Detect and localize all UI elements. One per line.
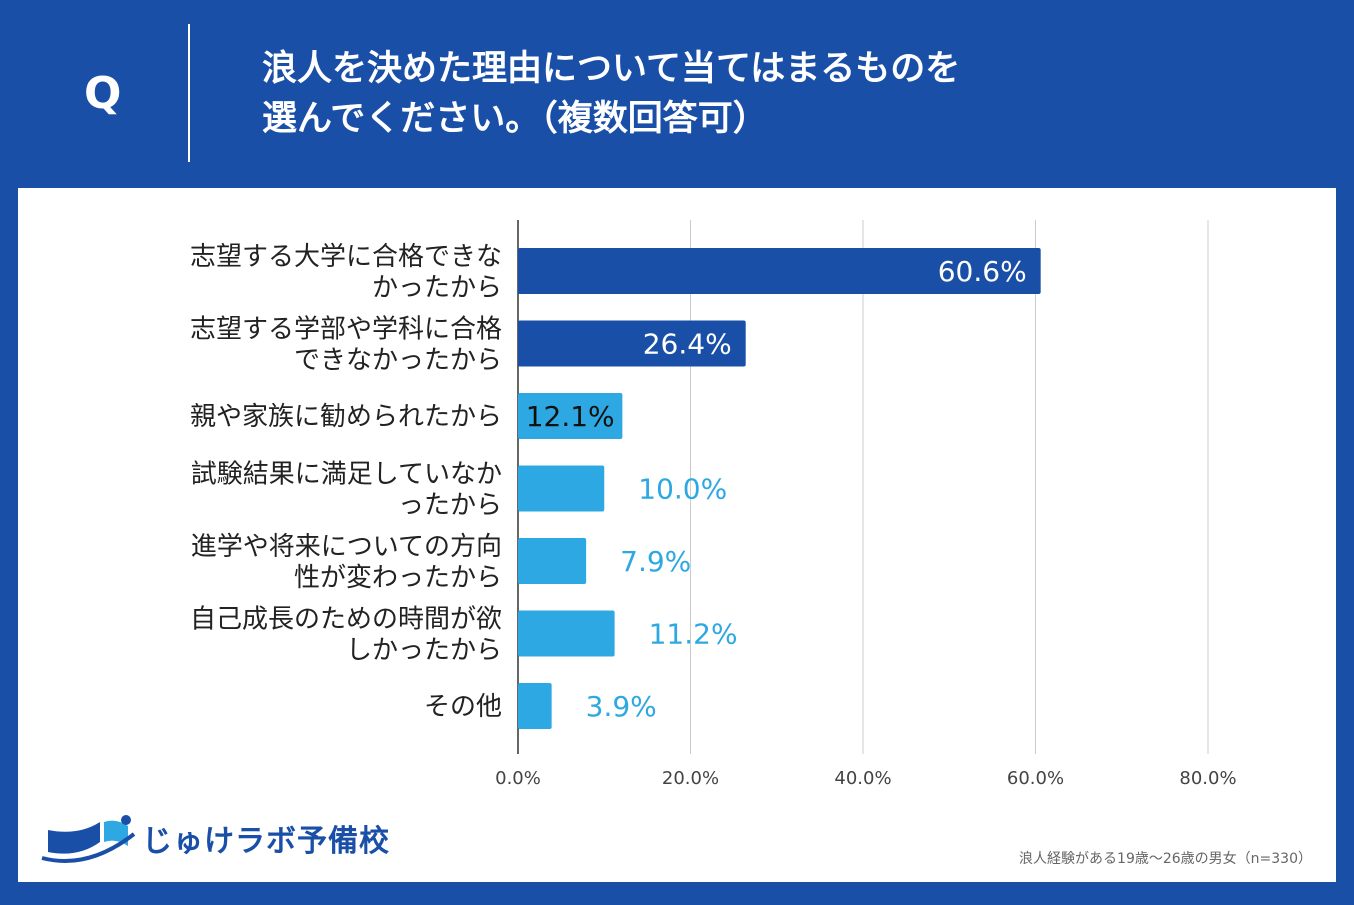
bar xyxy=(518,465,605,512)
category-label-line: かったから xyxy=(372,273,502,303)
question-header: Q 浪人を決めた理由について当てはまるものを 選んでください。（複数回答可） xyxy=(0,0,1354,188)
x-tick-label: 20.0% xyxy=(662,768,719,789)
category-label: 親や家族に勧められたから xyxy=(190,402,502,432)
category-label: 進学や将来についての方向性が変わったから xyxy=(191,532,502,593)
bar xyxy=(518,248,1041,294)
category-label-line: 志望する学部や学科に合格 xyxy=(190,315,502,345)
category-label-line: しかったから xyxy=(346,636,502,666)
value-label: 12.1% xyxy=(526,400,615,433)
value-label: 7.9% xyxy=(620,545,691,578)
category-label: その他 xyxy=(424,692,502,722)
x-tick-label: 60.0% xyxy=(1007,768,1064,789)
value-label: 3.9% xyxy=(586,690,657,723)
bar xyxy=(518,393,623,439)
bar xyxy=(518,538,587,584)
question-line-1: 浪人を決めた理由について当てはまるものを xyxy=(262,49,961,89)
bar-chart: 0.0% 20.0% 40.0% 60.0% 80.0% 志望する大学に合格できなかったか… xyxy=(190,220,1237,789)
footnote: 浪人経験がある19歳～26歳の男女（n=330） xyxy=(1019,851,1312,867)
value-label: 26.4% xyxy=(643,328,732,361)
category-label-line: その他 xyxy=(424,692,502,722)
x-tick-label: 80.0% xyxy=(1179,768,1236,789)
category-label-line: 自己成長のための時間が欲 xyxy=(190,605,502,635)
category-label: 試験結果に満足していなかったから xyxy=(191,460,502,521)
question-mark: Q xyxy=(84,68,122,119)
category-label-line: 志望する大学に合格できな xyxy=(190,242,502,272)
bar xyxy=(518,610,615,657)
category-label-line: 性が変わったから xyxy=(294,563,502,593)
category-label: 志望する大学に合格できなかったから xyxy=(190,242,502,303)
book-logo-icon xyxy=(41,815,136,863)
bar xyxy=(518,683,552,729)
question-line-2: 選んでください。（複数回答可） xyxy=(262,99,768,139)
category-label-line: 進学や将来についての方向 xyxy=(191,532,502,562)
x-tick-label: 40.0% xyxy=(834,768,891,789)
bar xyxy=(518,320,746,367)
question-text: 浪人を決めた理由について当てはまるものを 選んでください。（複数回答可） xyxy=(262,44,1262,144)
category-label-line: 親や家族に勧められたから xyxy=(190,402,502,432)
category-label-line: できなかったから xyxy=(294,346,502,376)
x-tick-label: 0.0% xyxy=(495,768,541,789)
value-label: 60.6% xyxy=(938,255,1027,288)
category-label-line: 試験結果に満足していなか xyxy=(191,460,502,490)
chart-panel: 0.0% 20.0% 40.0% 60.0% 80.0% 志望する大学に合格できなかったか… xyxy=(18,188,1336,882)
category-label: 志望する学部や学科に合格できなかったから xyxy=(190,315,502,376)
value-label: 10.0% xyxy=(638,473,727,506)
category-label-line: ったから xyxy=(398,491,502,521)
category-label: 自己成長のための時間が欲しかったから xyxy=(190,605,502,666)
logo-text: じゅけラボ予備校 xyxy=(142,824,390,859)
header-divider xyxy=(188,24,190,162)
logo: じゅけラボ予備校 xyxy=(38,808,389,868)
value-label: 11.2% xyxy=(649,618,738,651)
